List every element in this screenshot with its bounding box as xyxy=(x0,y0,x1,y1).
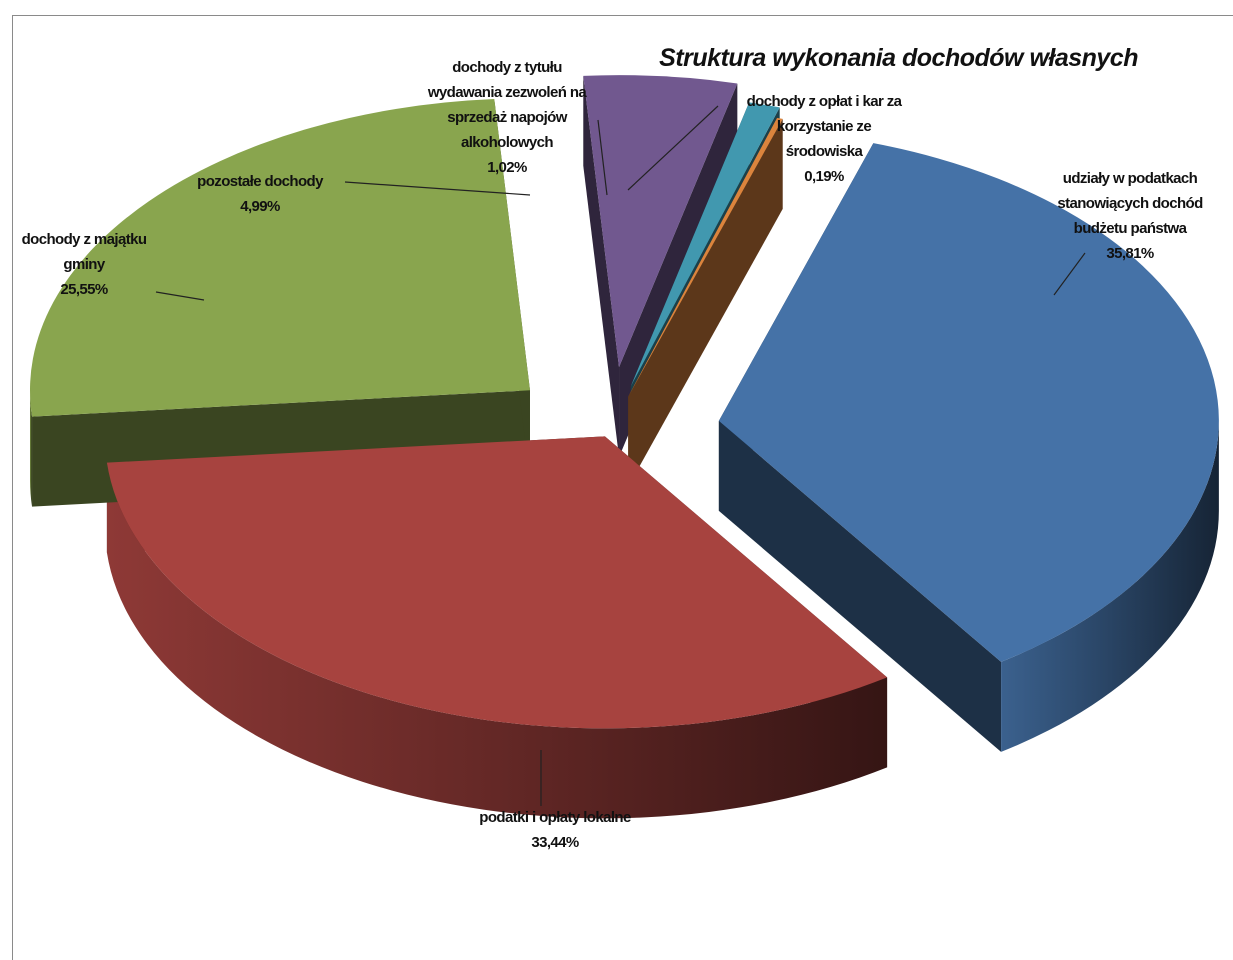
data-label-3: pozostałe dochody 4,99% xyxy=(197,173,531,215)
pie-slice-3 xyxy=(583,75,738,368)
leader-line-5 xyxy=(627,105,719,191)
data-label-name-4: wydawania zezwoleń na xyxy=(427,84,588,101)
data-label-name-0: budżetu państwa xyxy=(1074,220,1188,237)
data-label-0: udziały w podatkach stanowiących dochód bu… xyxy=(1053,170,1204,296)
data-label-value-2: 25,55% xyxy=(60,281,108,298)
data-label-value-1: 33,44% xyxy=(531,834,579,851)
pie-slice-1 xyxy=(106,436,888,729)
leader-line-3 xyxy=(344,181,531,196)
pie-slice-wall-0-1 xyxy=(718,420,1002,752)
data-label-name-2: gminy xyxy=(63,256,105,273)
pie-slice-side-5 xyxy=(628,117,783,487)
data-label-value-4: 1,02% xyxy=(487,159,527,176)
pie-slice-5 xyxy=(628,117,783,397)
data-label-name-2: dochody z majątku xyxy=(22,231,147,248)
data-label-value-5: 0,19% xyxy=(804,168,844,185)
data-label-name-4: dochody z tytułu xyxy=(452,59,562,76)
chart-title: Struktura wykonania dochodów własnych xyxy=(659,44,1138,72)
data-label-name-4: sprzedaż napojów xyxy=(447,109,568,126)
leader-line-4 xyxy=(597,119,608,196)
leader-line-0 xyxy=(1053,252,1086,296)
pie-slice-wall-5-1 xyxy=(628,118,783,487)
data-label-name-5: dochody z opłat i kar za xyxy=(747,93,903,110)
data-label-name-0: udziały w podatkach xyxy=(1063,170,1198,187)
data-label-name-3: pozostałe dochody xyxy=(197,173,324,190)
pie-slice-wall-3-0 xyxy=(583,75,620,458)
pie-slice-2 xyxy=(29,99,530,417)
data-label-value-0: 35,81% xyxy=(1106,245,1154,262)
data-label-5: dochody z opłat i kar za korzystanie ze śr… xyxy=(627,93,903,191)
data-label-name-4: alkoholowych xyxy=(461,134,553,151)
leader-line-2 xyxy=(155,291,205,301)
data-label-name-5: środowiska xyxy=(786,143,864,160)
data-label-value-3: 4,99% xyxy=(240,198,280,215)
data-label-name-5: korzystanie ze xyxy=(777,118,871,135)
pie-slice-rim-0 xyxy=(1001,420,1219,752)
pie-slice-rim-2 xyxy=(29,390,33,507)
data-label-4: dochody z tytułu wydawania zezwoleń na spr… xyxy=(427,59,608,196)
data-label-name-1: podatki i opłaty lokalne xyxy=(479,809,631,826)
pie-slice-0 xyxy=(718,143,1219,662)
pie-slice-4 xyxy=(630,102,780,387)
data-label-name-0: stanowiących dochód xyxy=(1057,195,1203,212)
data-label-1: podatki i opłaty lokalne 33,44% xyxy=(479,750,632,851)
data-label-2: dochody z majątku gminy 25,55% xyxy=(22,231,205,301)
pie-slice-rim-1 xyxy=(106,462,888,819)
